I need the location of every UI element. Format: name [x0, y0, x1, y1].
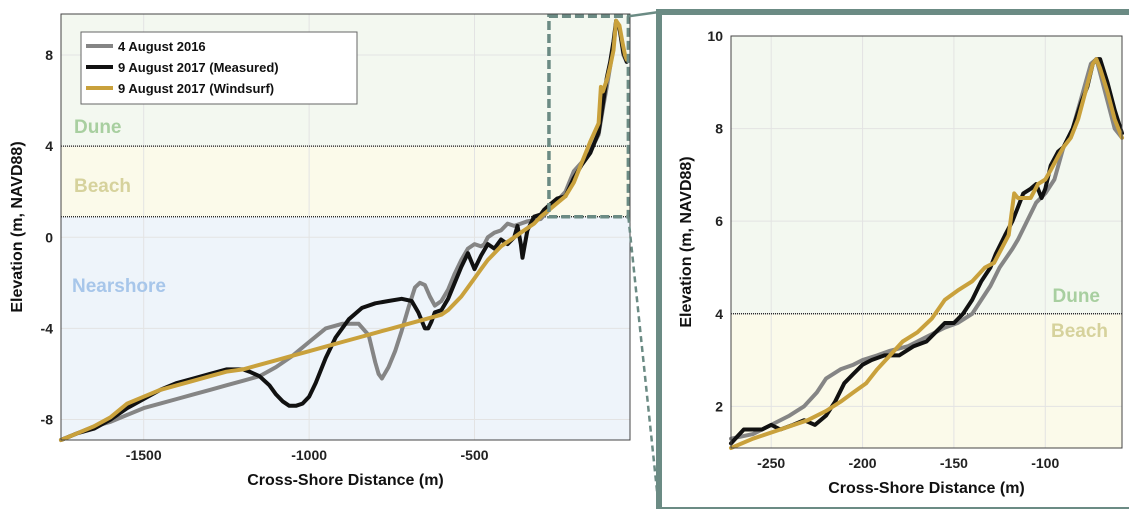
x-tick-label: -150 — [940, 455, 968, 471]
zone-label-beach: Beach — [74, 176, 131, 197]
series-lines — [59, 18, 629, 442]
x-tick-label: -1000 — [291, 447, 327, 463]
x-tick-label: -100 — [1031, 455, 1059, 471]
y-tick-label: 8 — [715, 121, 723, 137]
zone-label-dune: Dune — [1053, 286, 1101, 307]
zone-label-nearshore: Nearshore — [72, 276, 166, 297]
y-axis-label: Elevation (m, NAVD88) — [9, 141, 26, 312]
x-tick-label: -500 — [461, 447, 489, 463]
series-line — [729, 57, 1124, 450]
series-line — [729, 57, 1124, 441]
series-line — [59, 18, 629, 442]
y-tick-label: -4 — [41, 320, 54, 336]
y-tick-label: -8 — [41, 411, 54, 427]
inset-chart: Dune Beach -250 -200 -150 -100 10 8 6 4 … — [656, 9, 1129, 509]
y-tick-label: 4 — [45, 138, 53, 154]
y-tick-label: 2 — [715, 398, 723, 414]
x-tick-label: -1500 — [126, 447, 162, 463]
y-axis-label: Elevation (m, NAVD88) — [678, 156, 695, 327]
connector-line — [627, 216, 661, 509]
zone-band — [731, 36, 1122, 314]
inset-region-box — [547, 14, 631, 219]
zone-band — [61, 146, 630, 217]
legend-entry: 9 August 2017 (Measured) — [118, 60, 279, 75]
legend: 4 August 2016 9 August 2017 (Measured) 9… — [80, 31, 358, 105]
legend-entry: 4 August 2016 — [118, 39, 206, 54]
x-axis-label: Cross-Shore Distance (m) — [828, 480, 1025, 497]
connector-line — [628, 10, 660, 18]
x-tick-label: -250 — [757, 455, 785, 471]
x-tick-labels: -1500 -1000 -500 — [126, 447, 489, 463]
x-tick-label: -200 — [849, 455, 877, 471]
legend-box — [80, 31, 358, 105]
plot-frame — [730, 35, 1123, 449]
series-line — [729, 57, 1124, 446]
legend-entry: 9 August 2017 (Windsurf) — [118, 81, 274, 96]
y-tick-labels: 10 8 6 4 2 — [707, 28, 723, 414]
y-tick-label: 0 — [45, 229, 53, 245]
y-tick-labels: 8 4 0 -4 -8 — [41, 47, 54, 427]
y-tick-label: 6 — [715, 213, 723, 229]
series-lines — [729, 57, 1124, 450]
y-tick-label: 8 — [45, 47, 53, 63]
zone-bands — [731, 36, 1122, 448]
y-tick-label: 4 — [715, 306, 723, 322]
zone-label-beach: Beach — [1051, 321, 1108, 342]
zone-labels: Dune Beach Nearshore — [72, 117, 166, 297]
x-tick-labels: -250 -200 -150 -100 — [757, 455, 1059, 471]
inset-connector-lines — [627, 10, 661, 509]
main-chart: Dune Beach Nearshore -1500 -1000 -500 8 … — [9, 13, 631, 489]
zone-labels: Dune Beach — [1051, 286, 1108, 342]
y-tick-label: 10 — [707, 28, 723, 44]
x-axis-label: Cross-Shore Distance (m) — [247, 472, 444, 489]
zone-label-dune: Dune — [74, 117, 122, 138]
